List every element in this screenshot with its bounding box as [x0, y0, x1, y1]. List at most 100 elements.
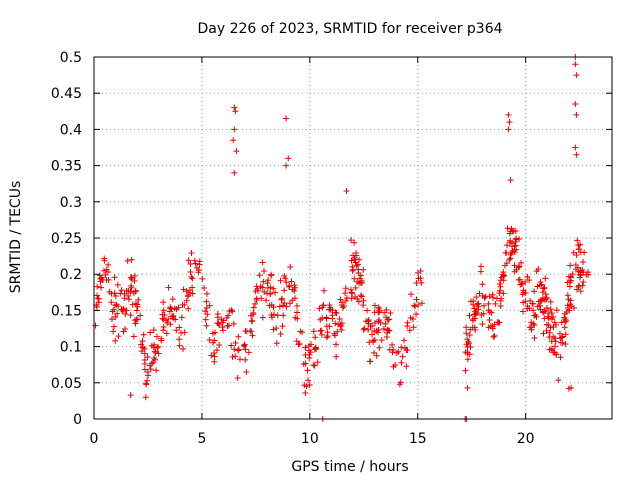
data-point — [570, 249, 577, 256]
data-point — [123, 287, 130, 294]
data-point — [178, 329, 185, 336]
data-point — [196, 258, 203, 265]
data-point — [144, 353, 151, 360]
data-point — [206, 336, 213, 343]
data-point — [320, 302, 327, 309]
data-point — [329, 315, 336, 322]
data-point — [531, 312, 538, 319]
data-point — [503, 250, 510, 257]
data-point — [557, 354, 564, 361]
data-point — [289, 297, 296, 304]
data-point — [323, 334, 330, 341]
data-point — [263, 297, 270, 304]
data-point — [219, 324, 226, 331]
data-point — [529, 300, 536, 307]
data-point — [371, 320, 378, 327]
data-point — [249, 317, 256, 324]
data-point — [472, 311, 479, 318]
data-point — [111, 302, 118, 309]
data-point — [340, 304, 347, 311]
data-point — [480, 302, 487, 309]
data-point — [518, 259, 525, 266]
data-point — [272, 289, 279, 296]
data-point — [210, 349, 217, 356]
data-point — [511, 243, 518, 250]
data-point — [528, 324, 535, 331]
data-point — [548, 338, 555, 345]
data-point — [306, 354, 313, 361]
data-point — [189, 290, 196, 297]
data-point — [114, 281, 121, 288]
data-point — [117, 290, 124, 297]
data-point — [229, 353, 236, 360]
data-point — [412, 303, 419, 310]
data-point — [561, 310, 568, 317]
data-point — [180, 345, 187, 352]
data-point — [506, 119, 513, 126]
data-point — [547, 298, 554, 305]
data-point — [314, 359, 321, 366]
data-point — [541, 308, 548, 315]
data-point — [478, 263, 485, 270]
data-point — [216, 321, 223, 328]
data-point — [285, 155, 292, 162]
data-point — [125, 292, 132, 299]
data-point — [132, 288, 139, 295]
data-point — [542, 275, 549, 282]
data-point — [142, 394, 149, 401]
data-point — [526, 277, 533, 284]
data-point — [464, 336, 471, 343]
data-point — [566, 283, 573, 290]
data-point — [295, 341, 302, 348]
data-point — [188, 250, 195, 257]
data-point — [104, 269, 111, 276]
data-point — [504, 225, 511, 232]
data-point — [355, 269, 362, 276]
data-point — [366, 358, 373, 365]
data-point — [580, 278, 587, 285]
data-point — [477, 268, 484, 275]
data-point — [283, 303, 290, 310]
data-point — [121, 295, 128, 302]
data-point — [418, 279, 425, 286]
data-point — [148, 360, 155, 367]
data-point — [490, 333, 497, 340]
data-point — [163, 330, 170, 337]
data-point — [387, 309, 394, 316]
data-point — [573, 151, 580, 158]
data-point — [462, 367, 469, 374]
data-point — [95, 299, 102, 306]
data-point — [235, 347, 242, 354]
data-point — [474, 301, 481, 308]
data-point — [305, 377, 312, 384]
data-point — [147, 329, 154, 336]
data-point — [115, 333, 122, 340]
data-point — [241, 341, 248, 348]
data-point — [248, 318, 255, 325]
x-tick-label: 20 — [517, 431, 535, 447]
data-point — [256, 272, 263, 279]
data-point — [150, 326, 157, 333]
data-point — [413, 296, 420, 303]
y-tick-label: 0.1 — [60, 340, 82, 356]
data-point — [342, 285, 349, 292]
data-point — [486, 317, 493, 324]
data-point — [188, 273, 195, 280]
data-point — [350, 266, 357, 273]
data-point — [189, 275, 196, 282]
data-point — [485, 300, 492, 307]
data-point — [151, 354, 158, 361]
y-tick-label: 0.3 — [60, 195, 82, 211]
data-point — [365, 320, 372, 327]
data-point — [532, 312, 539, 319]
data-point — [471, 305, 478, 312]
data-point — [283, 279, 290, 286]
data-point — [485, 324, 492, 331]
data-point — [531, 288, 538, 295]
data-point — [223, 314, 230, 321]
data-point — [535, 298, 542, 305]
data-point — [333, 353, 340, 360]
data-point — [343, 187, 350, 194]
data-point — [497, 283, 504, 290]
data-point — [512, 242, 519, 249]
